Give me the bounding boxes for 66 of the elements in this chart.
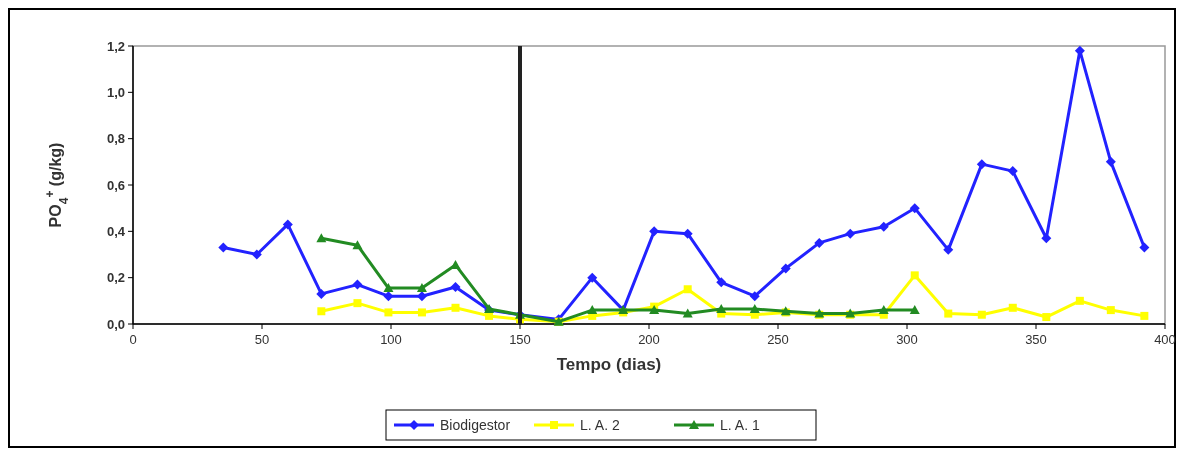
- point: [1140, 311, 1149, 320]
- x-tick-label: 250: [767, 332, 789, 347]
- x-tick-label: 350: [1025, 332, 1047, 347]
- point: [682, 228, 693, 239]
- point: [417, 308, 426, 317]
- point: [649, 305, 660, 315]
- point: [909, 203, 920, 214]
- y-tick-label: 0,0: [106, 316, 125, 332]
- point: [587, 305, 598, 315]
- point: [1105, 156, 1116, 167]
- x-tick-label: 100: [380, 332, 402, 347]
- legend-label: Biodigestor: [440, 416, 511, 433]
- x-tick-label: 200: [638, 332, 660, 347]
- point: [384, 308, 393, 317]
- point: [649, 226, 660, 237]
- point: [451, 303, 460, 312]
- x-tick-label: 50: [254, 332, 270, 347]
- point: [282, 219, 293, 230]
- point: [383, 283, 394, 293]
- point: [416, 283, 427, 293]
- point: [976, 159, 987, 170]
- point: [450, 281, 461, 292]
- point: [316, 288, 327, 299]
- point: [845, 228, 856, 239]
- y-tick-label: 1,2: [106, 38, 125, 54]
- y-tick-label: 1,0: [106, 84, 125, 100]
- point: [1075, 296, 1084, 305]
- legend-label: L. A. 2: [580, 416, 620, 433]
- point: [910, 271, 919, 280]
- point: [780, 263, 791, 274]
- x-tick-label: 150: [509, 332, 531, 347]
- point: [943, 244, 954, 255]
- point: [1008, 303, 1017, 312]
- point: [749, 303, 760, 313]
- point: [353, 299, 362, 308]
- point: [1106, 306, 1115, 315]
- point: [587, 272, 598, 283]
- x-tick-label: 0: [129, 332, 137, 347]
- point: [383, 291, 394, 302]
- y-tick-label: 0,6: [106, 177, 125, 193]
- point: [683, 285, 692, 294]
- point: [716, 303, 727, 313]
- point: [814, 237, 825, 248]
- point: [218, 242, 229, 253]
- point: [682, 308, 693, 318]
- point: [316, 233, 327, 243]
- point: [878, 305, 889, 315]
- point: [251, 249, 262, 260]
- y-tick-label: 0,4: [106, 223, 126, 239]
- x-axis-title: Tempo (dias): [556, 355, 662, 374]
- point: [944, 309, 953, 318]
- x-tick-label: 300: [896, 332, 918, 347]
- point: [716, 277, 727, 288]
- point: [909, 305, 920, 315]
- point: [352, 279, 363, 290]
- point: [977, 310, 986, 319]
- point: [317, 307, 326, 316]
- legend-label: L. A. 1: [720, 416, 760, 433]
- y-tick-label: 0,8: [106, 131, 125, 147]
- point: [1042, 313, 1051, 322]
- point: [352, 240, 363, 250]
- point: [749, 291, 760, 302]
- point: [1139, 242, 1150, 253]
- y-tick-label: 0,2: [106, 270, 125, 286]
- point: [878, 221, 889, 232]
- point: [1007, 166, 1018, 177]
